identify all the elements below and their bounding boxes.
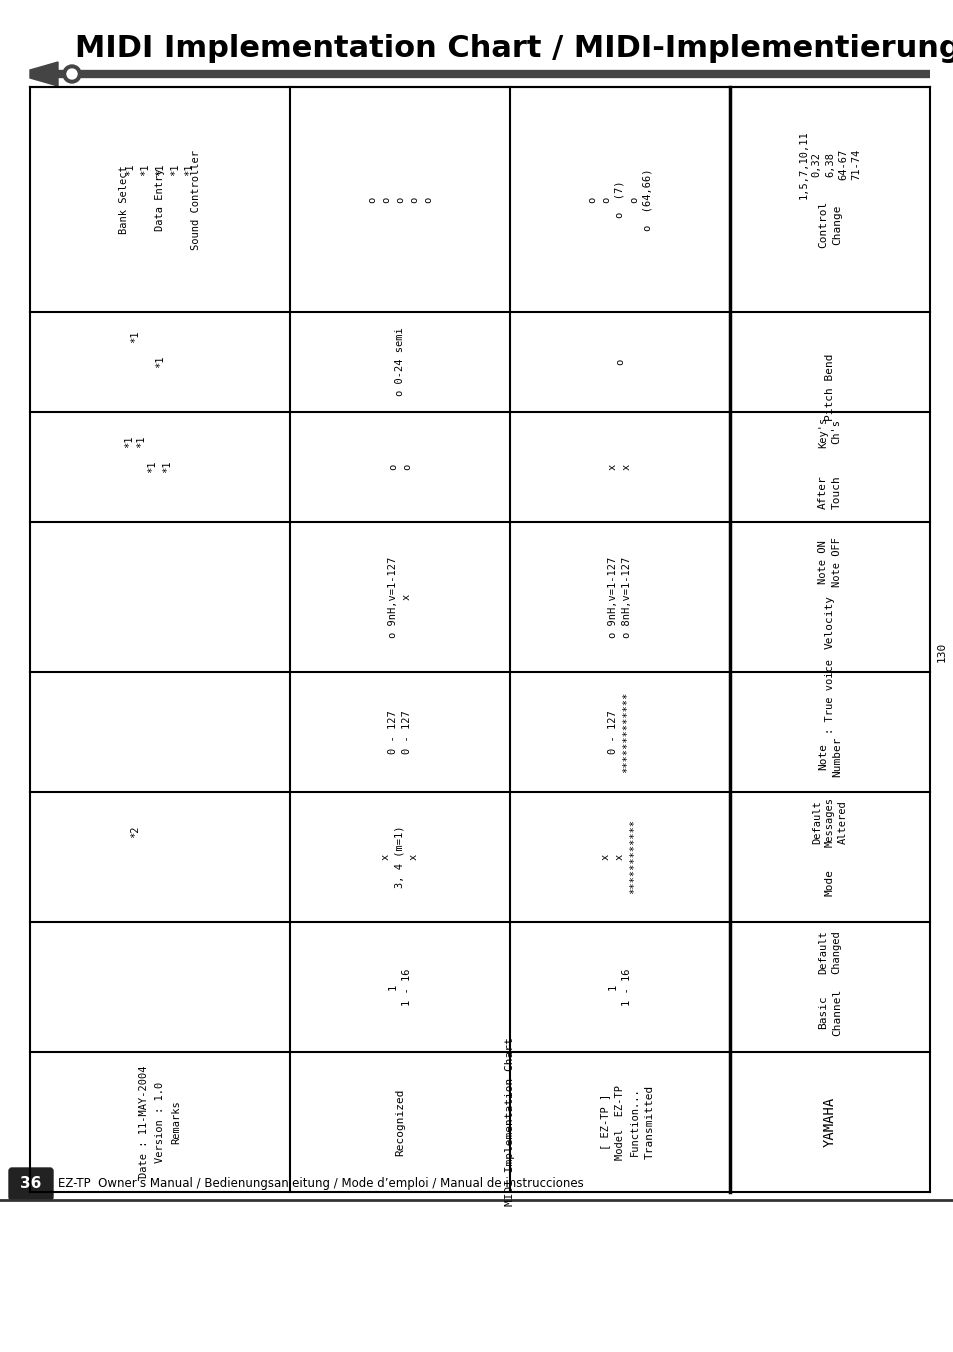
- Text: o 0-24 semi: o 0-24 semi: [395, 327, 405, 396]
- Text: MIDI Implementation Chart / MIDI-Implementierungstabelle /: MIDI Implementation Chart / MIDI-Impleme…: [75, 34, 953, 64]
- Text: Note ON
Note OFF: Note ON Note OFF: [818, 537, 841, 587]
- Text: *1
*1
*1
*1
*1: *1 *1 *1 *1 *1: [125, 164, 194, 176]
- Text: Default
Messages
Altered: Default Messages Altered: [811, 796, 847, 846]
- Text: o
o
o  (7)
o
o  (64,66): o o o (7) o o (64,66): [586, 168, 652, 231]
- Text: Recognized: Recognized: [395, 1088, 405, 1156]
- Text: o 9nH,v=1-127
o 8nH,v=1-127: o 9nH,v=1-127 o 8nH,v=1-127: [607, 557, 631, 638]
- Text: o
o
o
o
o: o o o o o: [367, 196, 433, 203]
- Text: Transmitted: Transmitted: [644, 1084, 655, 1159]
- Text: Pitch Bend: Pitch Bend: [824, 353, 834, 420]
- Text: o 9nH,v=1-127
x: o 9nH,v=1-127 x: [388, 557, 412, 638]
- Text: [ EZ-TP ]
Model  EZ-TP
Function...: [ EZ-TP ] Model EZ-TP Function...: [599, 1084, 639, 1160]
- Text: o: o: [615, 358, 624, 365]
- Text: o
o: o o: [388, 464, 412, 470]
- Text: *2: *2: [130, 826, 140, 838]
- Circle shape: [67, 69, 77, 78]
- Text: 1
1 - 16: 1 1 - 16: [607, 968, 631, 1006]
- Text: After
Touch: After Touch: [817, 475, 841, 508]
- Text: 36: 36: [20, 1176, 42, 1191]
- Text: Control
Change: Control Change: [817, 201, 841, 249]
- Text: EZ-TP  Owner's Manual / Bedienungsanleitung / Mode d’emploi / Manual de instrucc: EZ-TP Owner's Manual / Bedienungsanleitu…: [58, 1178, 583, 1191]
- Text: Velocity: Velocity: [824, 595, 834, 649]
- Text: x
x
************: x x ************: [600, 819, 639, 895]
- Text: YAMAHA: YAMAHA: [822, 1096, 836, 1146]
- Text: Default
Changed: Default Changed: [818, 930, 841, 973]
- Text: Key's
Ch's: Key's Ch's: [818, 416, 841, 448]
- FancyBboxPatch shape: [9, 1168, 53, 1201]
- Text: MIDI Implementation Chart: MIDI Implementation Chart: [504, 1037, 515, 1206]
- Text: 1
1 - 16: 1 1 - 16: [388, 968, 412, 1006]
- Text: 0 - 127
0 - 127: 0 - 127 0 - 127: [388, 710, 412, 754]
- Text: Note
Number: Note Number: [817, 737, 841, 777]
- Text: *1: *1: [130, 331, 140, 343]
- Text: Date : 11-MAY-2004
Version : 1.0
Remarks: Date : 11-MAY-2004 Version : 1.0 Remarks: [138, 1065, 181, 1178]
- Text: 130: 130: [936, 642, 946, 662]
- Text: Mode: Mode: [824, 868, 834, 895]
- Text: *1
*1: *1 *1: [124, 435, 146, 449]
- Text: 1,5,7,10,11
0,32
6,38
64-67
71-74: 1,5,7,10,11 0,32 6,38 64-67 71-74: [798, 130, 861, 199]
- Circle shape: [63, 65, 81, 82]
- Text: 0 - 127
*************: 0 - 127 *************: [607, 691, 631, 772]
- Polygon shape: [30, 62, 58, 87]
- Text: Basic
Channel: Basic Channel: [817, 988, 841, 1036]
- Text: : True voice: : True voice: [824, 660, 834, 734]
- Text: *1: *1: [154, 356, 165, 368]
- Text: x
3, 4 (m=1)
x: x 3, 4 (m=1) x: [380, 826, 418, 888]
- Text: x
x: x x: [607, 464, 631, 470]
- Text: Bank Select

Data Entry

Sound Controller: Bank Select Data Entry Sound Controller: [119, 150, 201, 250]
- Text: *1
*1: *1 *1: [148, 461, 172, 473]
